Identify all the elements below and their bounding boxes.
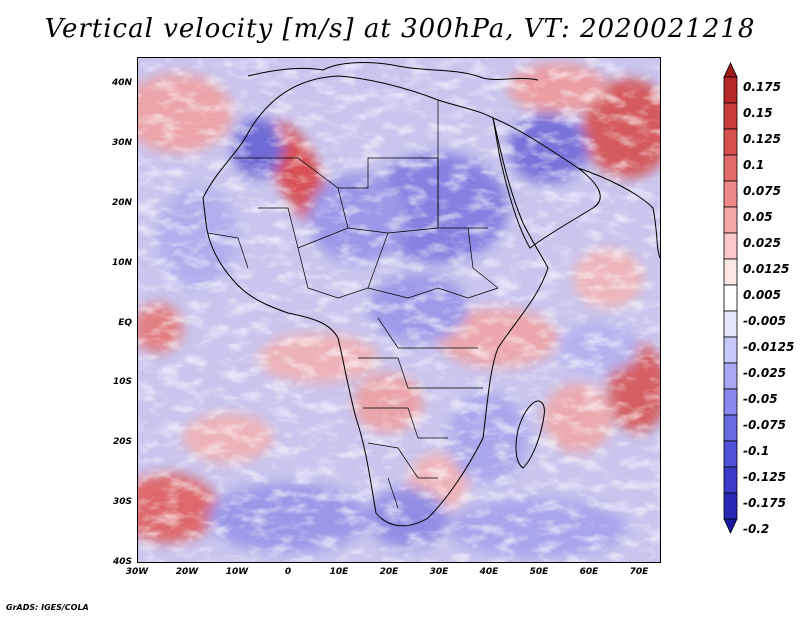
colorbar-segment — [723, 440, 738, 468]
lon-label: 0 — [284, 567, 292, 577]
colorbar-segment — [723, 466, 738, 494]
lat-label: 30N — [111, 138, 132, 148]
colorbar-label: -0.1 — [743, 444, 770, 458]
colorbar-segment — [723, 284, 738, 312]
colorbar-segment — [723, 180, 738, 208]
lon-label: 10W — [225, 567, 249, 577]
colorbar-label: -0.2 — [743, 522, 770, 536]
lat-label: 40N — [111, 78, 132, 88]
colorbar-segment — [723, 154, 738, 182]
colorbar-label: 0.005 — [743, 288, 781, 302]
colorbar-label: -0.175 — [743, 496, 786, 510]
colorbar-segment — [723, 128, 738, 156]
colorbar-label: 0.125 — [743, 132, 781, 146]
colorbar-label: -0.075 — [743, 418, 786, 432]
lon-label: 40E — [479, 567, 499, 577]
map-title: Vertical velocity [m/s] at 300hPa, VT: 2… — [44, 14, 756, 44]
lon-label: 50E — [529, 567, 549, 577]
lon-label: 60E — [579, 567, 599, 577]
lat-label: EQ — [118, 318, 132, 328]
colorbar-segment — [723, 388, 738, 416]
colorbar-label: -0.025 — [743, 366, 786, 380]
colorbar-segment — [723, 258, 738, 286]
colorbar-segment — [723, 76, 738, 104]
colorbar-segment — [723, 492, 738, 520]
lon-label: 70E — [629, 567, 649, 577]
lon-label: 30E — [429, 567, 449, 577]
colorbar-label: 0.075 — [743, 184, 781, 198]
lat-label: 20S — [112, 437, 132, 447]
lon-label: 20E — [379, 567, 399, 577]
colorbar-segment — [723, 206, 738, 234]
colorbar-segment — [723, 102, 738, 130]
lat-label: 30S — [112, 497, 132, 507]
vertical-velocity-field — [138, 58, 660, 562]
colorbar-label: -0.05 — [743, 392, 778, 406]
colorbar-label: 0.1 — [743, 158, 765, 172]
colorbar-segment — [723, 310, 738, 338]
colorbar-label: -0.125 — [743, 470, 786, 484]
colorbar-segment — [723, 232, 738, 260]
colorbar-label: 0.0125 — [743, 262, 790, 276]
lon-label: 30W — [125, 567, 149, 577]
lat-label: 10N — [111, 258, 132, 268]
lon-label: 20W — [175, 567, 199, 577]
colorbar-top-arrow — [723, 62, 738, 78]
colorbar-segment — [723, 336, 738, 364]
colorbar-label: 0.025 — [743, 236, 781, 250]
colorbar-label: -0.005 — [743, 314, 786, 328]
colorbar-segment — [723, 414, 738, 442]
lat-label: 10S — [112, 377, 132, 387]
lat-label: 40S — [112, 557, 132, 567]
map-panel — [137, 57, 661, 563]
colorbar — [723, 62, 738, 534]
lon-label: 10E — [329, 567, 349, 577]
colorbar-label: -0.0125 — [743, 340, 795, 354]
colorbar-label: 0.175 — [743, 80, 781, 94]
colorbar-segment — [723, 362, 738, 390]
colorbar-label: 0.15 — [743, 106, 773, 120]
colorbar-label: 0.05 — [743, 210, 773, 224]
grads-credit: GrADS: IGES/COLA — [6, 603, 89, 612]
lat-label: 20N — [111, 198, 132, 208]
colorbar-bottom-arrow — [723, 518, 738, 534]
